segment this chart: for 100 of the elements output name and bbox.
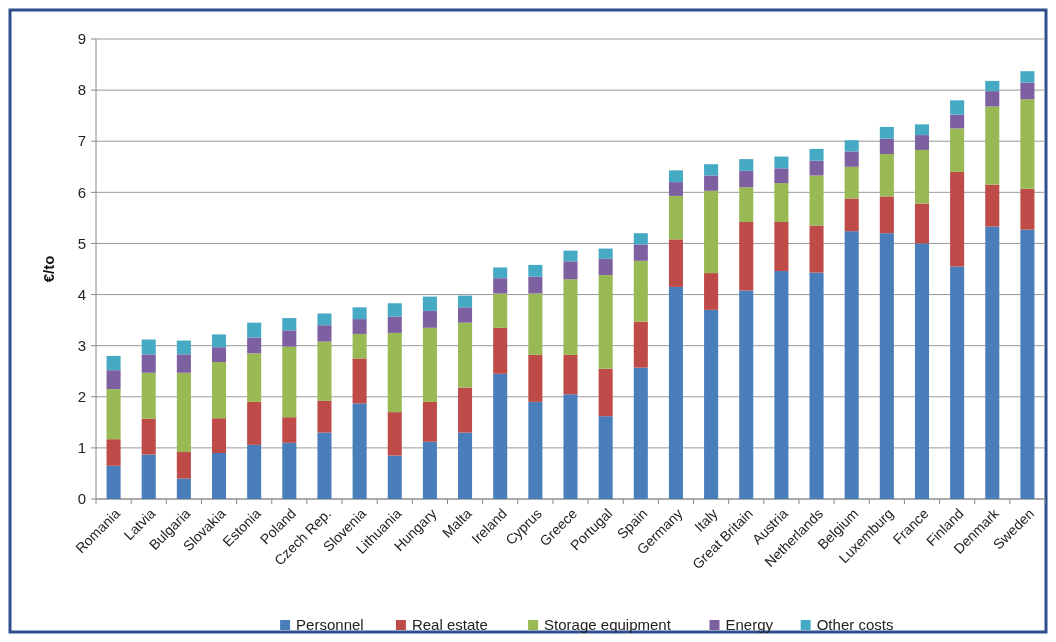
- bar: [598, 258, 613, 276]
- bar: [950, 128, 965, 172]
- bar: [282, 417, 297, 443]
- bar: [598, 248, 613, 259]
- bar: [914, 124, 930, 136]
- bar: [879, 196, 894, 234]
- bar: [563, 261, 578, 280]
- bar: [598, 275, 613, 369]
- bar: [176, 372, 191, 452]
- x-tick-label: Italy: [691, 505, 721, 535]
- bar: [739, 187, 754, 222]
- bar: [985, 91, 1000, 107]
- bar: [352, 319, 367, 334]
- bar: [528, 276, 543, 294]
- bar: [106, 389, 121, 440]
- bar: [317, 341, 332, 401]
- bar: [914, 243, 930, 499]
- bar: [633, 244, 648, 261]
- bar: [739, 170, 754, 188]
- bar: [422, 310, 437, 328]
- bar: [809, 148, 824, 161]
- bar: [879, 154, 894, 197]
- legend-label: Real estate: [411, 616, 488, 634]
- bar: [528, 401, 543, 499]
- bar: [247, 353, 262, 402]
- bar: [633, 260, 648, 322]
- bar: [809, 175, 824, 226]
- bar: [1020, 71, 1035, 83]
- y-tick-label: 7: [77, 132, 86, 150]
- y-tick-label: 8: [77, 81, 86, 99]
- bar: [176, 451, 191, 479]
- bar: [141, 339, 156, 355]
- bar: [914, 203, 930, 244]
- bar: [914, 149, 930, 204]
- y-tick-label: 4: [77, 285, 86, 303]
- bar: [422, 296, 437, 311]
- bar: [387, 303, 402, 317]
- bar: [211, 362, 227, 419]
- bar: [141, 418, 156, 455]
- bar: [247, 444, 262, 499]
- bar: [422, 327, 437, 402]
- bar: [950, 266, 965, 499]
- bar: [317, 325, 332, 342]
- bar: [247, 322, 262, 338]
- bar: [317, 313, 332, 326]
- bar: [844, 140, 859, 152]
- bar: [458, 387, 473, 433]
- bar: [387, 455, 402, 499]
- y-tick-label: 2: [77, 388, 86, 406]
- bar: [106, 439, 121, 466]
- bar: [774, 221, 789, 272]
- bar: [950, 171, 965, 267]
- bar: [633, 321, 648, 368]
- bar: [176, 478, 191, 499]
- bar: [106, 355, 121, 371]
- bar: [563, 394, 578, 499]
- bar: [633, 233, 648, 245]
- bar: [739, 159, 754, 171]
- bar: [387, 316, 402, 333]
- bar: [528, 264, 543, 277]
- bar: [809, 225, 824, 273]
- bar: [493, 267, 508, 279]
- bar: [176, 340, 191, 355]
- bar: [528, 293, 543, 355]
- bar: [317, 400, 332, 433]
- y-tick-label: 0: [77, 490, 86, 508]
- bar: [1020, 99, 1035, 189]
- legend-label: Storage equipment: [544, 616, 672, 634]
- bar: [704, 309, 719, 499]
- legend-label: Energy: [725, 616, 774, 634]
- bar: [387, 332, 402, 413]
- bar: [914, 135, 930, 150]
- bar: [879, 233, 894, 499]
- bar: [668, 195, 683, 240]
- bar: [985, 226, 1000, 499]
- bar: [563, 354, 578, 395]
- bar: [528, 354, 543, 402]
- bar: [493, 278, 508, 294]
- y-tick-label: 5: [77, 234, 86, 252]
- y-axis-title: €/to: [40, 255, 57, 283]
- bar: [739, 290, 754, 499]
- bar: [1020, 188, 1035, 230]
- bar: [352, 333, 367, 359]
- bar: [879, 138, 894, 154]
- bar: [774, 271, 789, 499]
- bar: [387, 412, 402, 456]
- bar: [704, 190, 719, 274]
- bar: [141, 454, 156, 499]
- bar: [950, 100, 965, 115]
- bar: [844, 166, 859, 199]
- bar: [774, 156, 789, 169]
- bar: [704, 164, 719, 176]
- bar: [106, 370, 121, 390]
- bar: [282, 346, 297, 418]
- bar: [493, 373, 508, 499]
- bar: [493, 293, 508, 328]
- bar: [1020, 82, 1035, 100]
- bar: [493, 327, 508, 374]
- bar: [704, 175, 719, 191]
- y-tick-label: 3: [77, 336, 86, 354]
